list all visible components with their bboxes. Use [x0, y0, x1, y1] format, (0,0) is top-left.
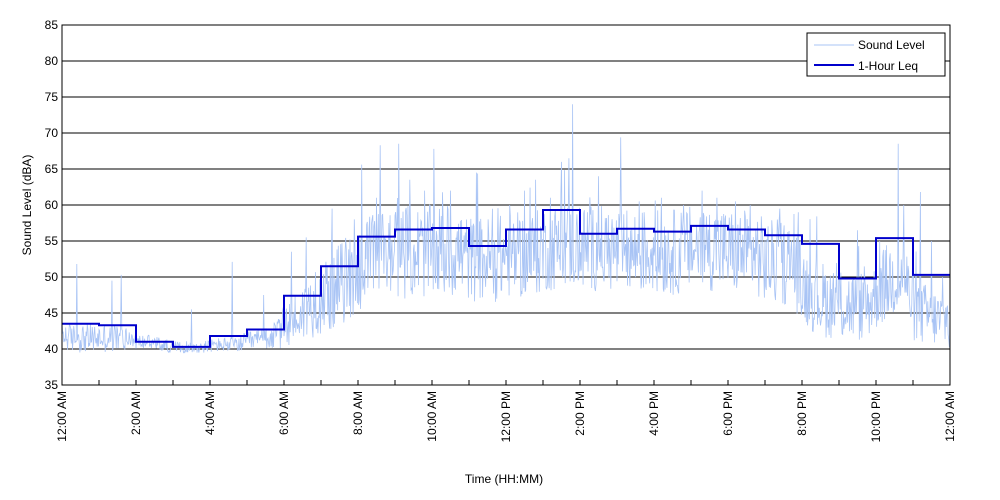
- x-tick-label: 8:00 AM: [351, 391, 365, 435]
- y-tick-label: 85: [45, 18, 59, 32]
- y-tick-label: 35: [45, 378, 59, 392]
- y-tick-label: 80: [45, 54, 59, 68]
- x-tick-label: 12:00 AM: [55, 391, 69, 442]
- x-tick-label: 2:00 PM: [573, 391, 587, 436]
- x-tick-label: 6:00 AM: [277, 391, 291, 435]
- one-hour-leq-series: [62, 209, 950, 348]
- x-tick-label: 12:00 PM: [499, 391, 513, 442]
- one-hour-leq-line: [62, 209, 950, 348]
- y-tick-label: 75: [45, 90, 59, 104]
- x-tick-label: 10:00 AM: [425, 391, 439, 442]
- y-axis-title: Sound Level (dBA): [20, 155, 34, 256]
- y-tick-label: 40: [45, 342, 59, 356]
- y-axis-ticks: 35 40 45 50 55 60 65 70 75 80 85: [45, 18, 67, 392]
- x-axis-title: Time (HH:MM): [465, 472, 543, 486]
- legend-box: [806, 32, 946, 77]
- legend-label-1-hour-leq: 1-Hour Leq: [858, 59, 918, 73]
- y-tick-label: 60: [45, 198, 59, 212]
- legend: Sound Level 1-Hour Leq: [806, 32, 946, 77]
- x-tick-label: 8:00 PM: [795, 391, 809, 436]
- legend-label-sound-level: Sound Level: [858, 38, 925, 52]
- y-tick-label: 55: [45, 234, 59, 248]
- y-tick-label: 65: [45, 162, 59, 176]
- x-axis-ticks: 12:00 AM 2:00 AM 4:00 AM 6:00 AM 8:00 AM 10:0…: [55, 380, 957, 442]
- horizontal-gridlines: [62, 60, 950, 350]
- y-tick-label: 70: [45, 126, 59, 140]
- x-tick-label: 6:00 PM: [721, 391, 735, 436]
- y-tick-label: 50: [45, 270, 59, 284]
- x-tick-label: 10:00 PM: [869, 391, 883, 442]
- x-tick-label: 12:00 AM: [943, 391, 957, 442]
- x-tick-label: 2:00 AM: [129, 391, 143, 435]
- x-tick-label: 4:00 PM: [647, 391, 661, 436]
- y-tick-label: 45: [45, 306, 59, 320]
- x-tick-label: 4:00 AM: [203, 391, 217, 435]
